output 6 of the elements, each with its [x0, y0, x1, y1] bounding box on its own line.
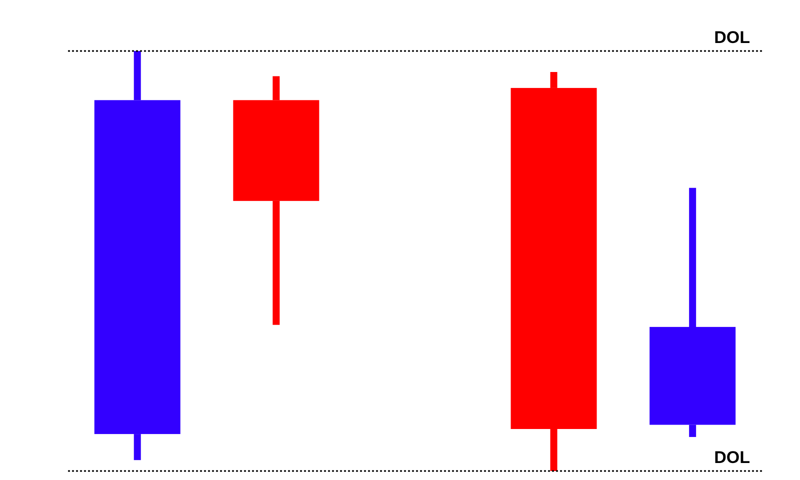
candlestick [94, 51, 180, 460]
ref-line-label: DOL [714, 28, 750, 47]
candlestick [510, 72, 597, 471]
candlestick [650, 188, 736, 437]
ref-line-label: DOL [714, 448, 750, 467]
candlestick [233, 76, 320, 325]
